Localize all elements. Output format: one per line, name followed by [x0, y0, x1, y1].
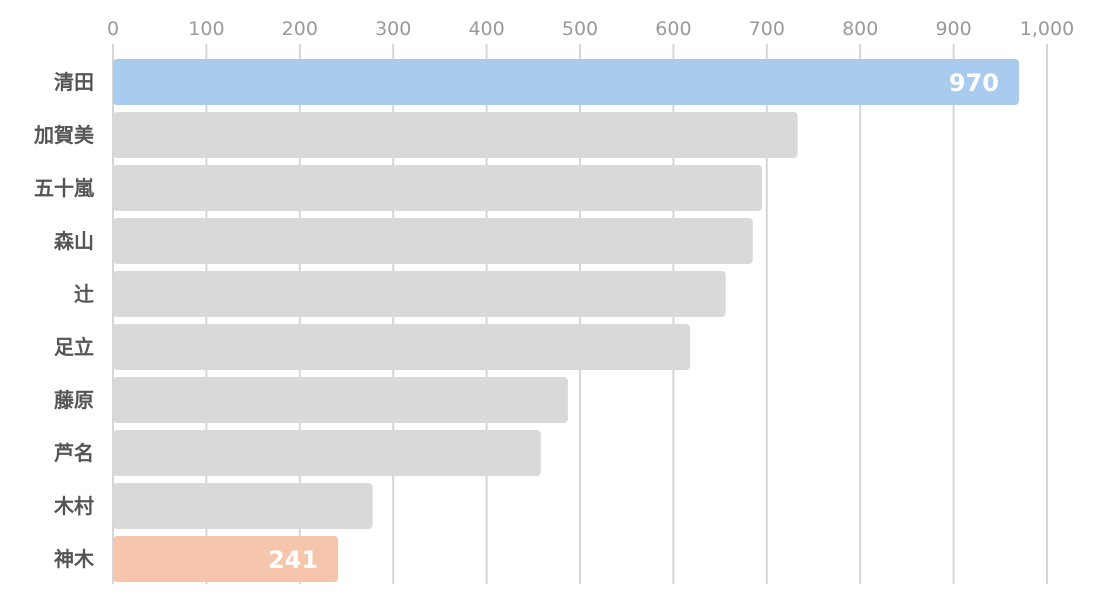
x-tick-label: 0	[107, 18, 119, 40]
category-label: 五十嵐	[34, 176, 95, 200]
bar	[113, 218, 753, 264]
x-tick-label: 400	[468, 18, 504, 40]
data-label: 970	[949, 69, 999, 97]
bar	[113, 165, 763, 211]
bars	[113, 59, 1019, 582]
category-label: 森山	[54, 229, 94, 253]
x-tick-label: 500	[562, 18, 598, 40]
x-tick-label: 1,000	[1020, 18, 1074, 40]
x-tick-label: 100	[188, 18, 224, 40]
x-tick-label: 600	[655, 18, 691, 40]
category-label: 辻	[74, 282, 94, 306]
category-label: 藤原	[53, 388, 94, 412]
bar	[113, 536, 339, 582]
bar	[113, 112, 798, 158]
bar	[113, 430, 541, 476]
category-label: 木村	[53, 494, 94, 518]
data-label: 241	[268, 546, 318, 574]
category-label: 足立	[54, 335, 94, 359]
bar	[113, 377, 568, 423]
x-axis-tick-labels: 0 100 200 300 400 500 600 700 800 900 1,000	[107, 18, 1074, 40]
bar	[113, 59, 1019, 105]
bar	[113, 324, 691, 370]
x-tick-label: 200	[282, 18, 318, 40]
x-tick-label: 300	[375, 18, 411, 40]
category-label: 加賀美	[33, 123, 95, 147]
bar	[113, 271, 726, 317]
data-labels: 970 241	[268, 69, 999, 574]
x-tick-label: 800	[842, 18, 878, 40]
bar	[113, 483, 373, 529]
category-label: 神木	[54, 547, 95, 571]
x-tick-label: 700	[749, 18, 785, 40]
category-label: 清田	[54, 70, 94, 94]
x-tick-label: 900	[935, 18, 971, 40]
category-label: 芦名	[54, 441, 94, 465]
